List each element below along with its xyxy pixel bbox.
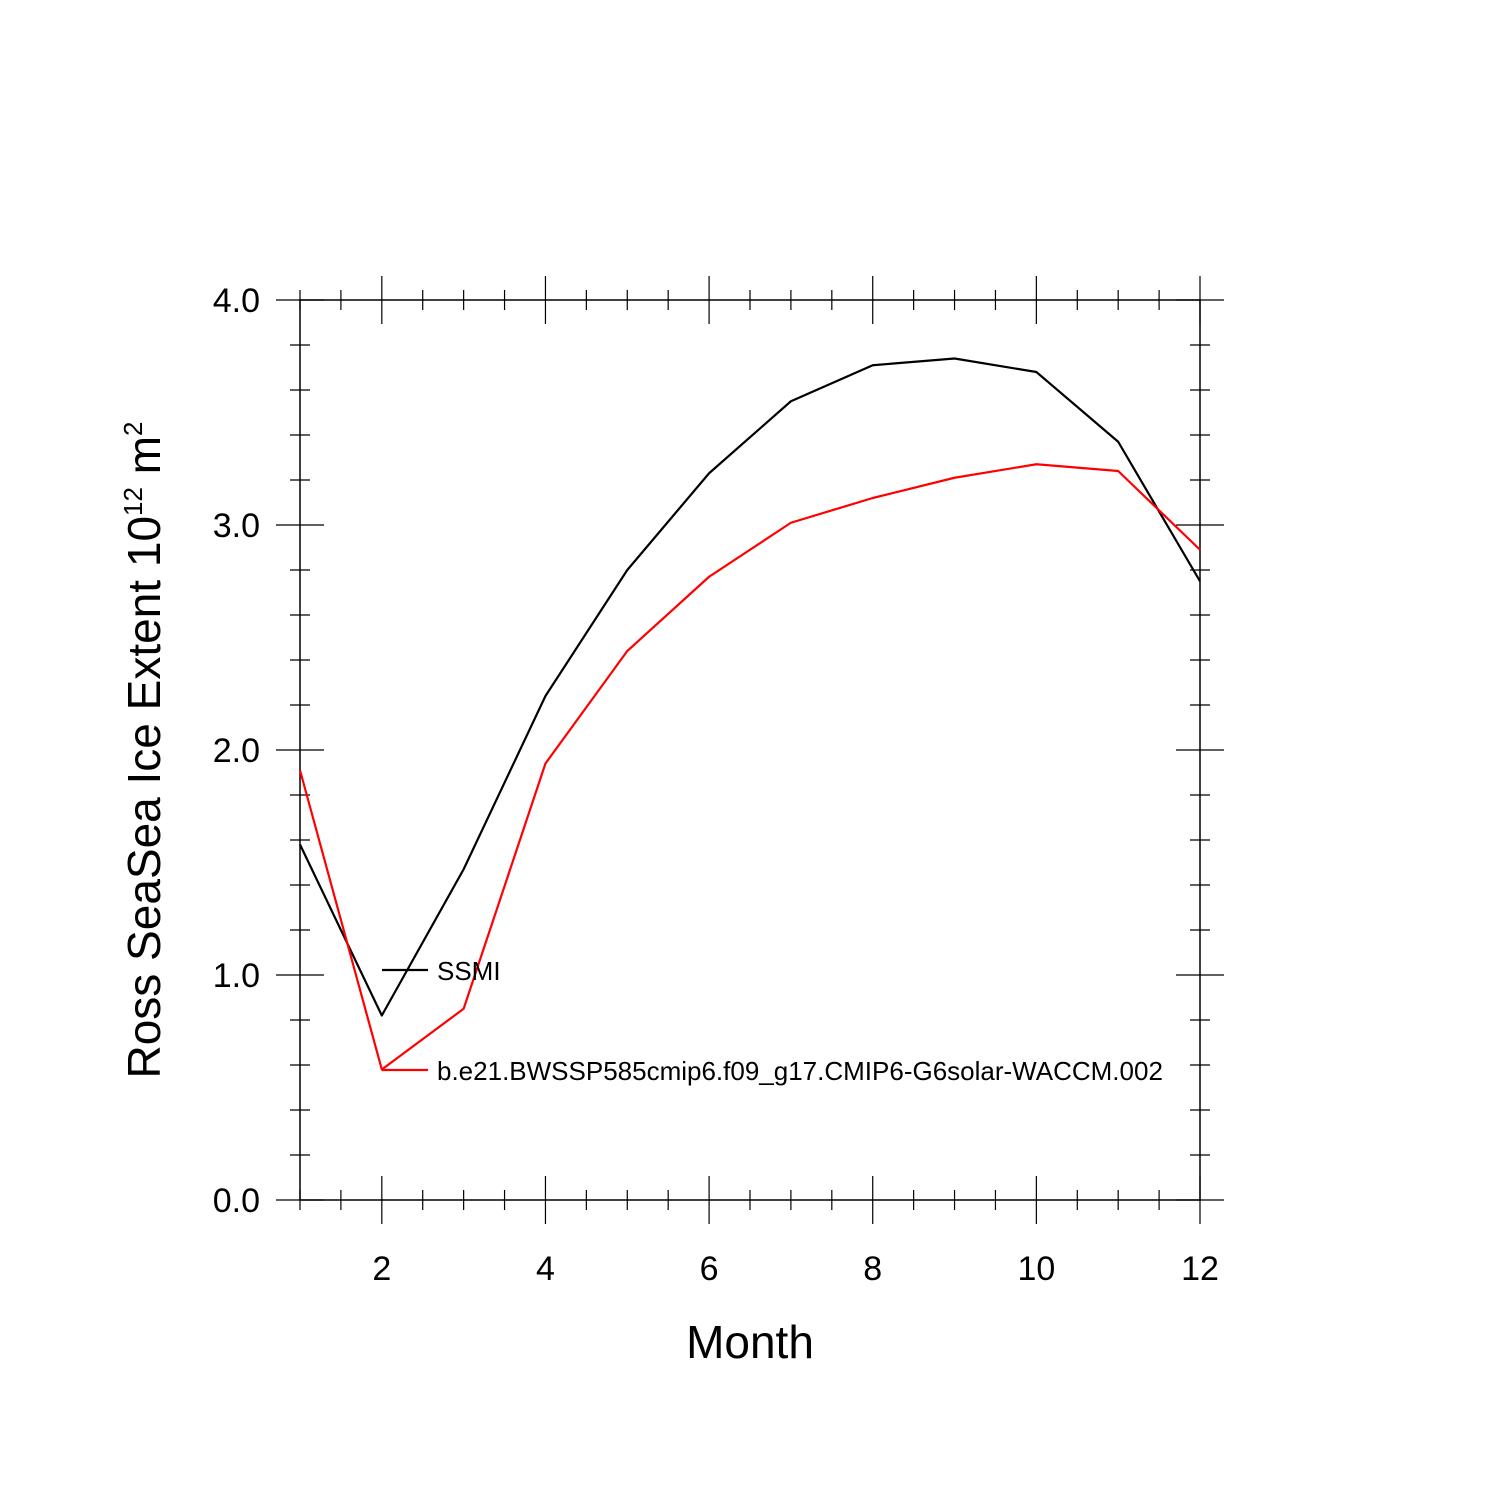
y-tick-label: 1.0 (213, 957, 260, 995)
series-line-ssmi (299, 357, 1201, 1017)
series-line-model (298, 463, 1201, 1071)
y-axis-title-unit-exponent: 2 (118, 421, 148, 435)
x-tick-label: 2 (372, 1250, 391, 1288)
y-axis-title-exponent: 12 (118, 487, 148, 516)
y-tick-label: 4.0 (213, 282, 260, 320)
x-tick-label: 4 (536, 1250, 555, 1288)
legend-label: SSMI (437, 956, 501, 986)
legend-label: b.e21.BWSSP585cmip6.f09_g17.CMIP6-G6sola… (437, 1056, 1163, 1086)
x-tick-label: 10 (1017, 1250, 1055, 1288)
y-axis-title: Ross SeaSea Ice Extent 1012 m2 (118, 421, 170, 1078)
y-tick-label: 0.0 (213, 1182, 260, 1220)
y-axis-title-unit: m (118, 436, 170, 487)
x-tick-label: 8 (863, 1250, 882, 1288)
y-tick-label: 2.0 (213, 732, 260, 770)
series-lines (298, 357, 1201, 1071)
x-tick-label: 12 (1181, 1250, 1219, 1288)
y-tick-label: 3.0 (213, 507, 260, 545)
y-axis-title-main: Ross SeaSea Ice Extent 10 (118, 516, 170, 1079)
legend: SSMI b.e21.BWSSP585cmip6.f09_g17.CMIP6-G6… (382, 956, 1163, 1086)
x-axis-title: Month (686, 1316, 814, 1368)
x-tick-label: 6 (700, 1250, 719, 1288)
tick-labels: 2 4 6 8 10 12 0.0 1.0 2.0 3.0 4.0 (213, 282, 1219, 1288)
axis-ticks (276, 276, 1224, 1224)
